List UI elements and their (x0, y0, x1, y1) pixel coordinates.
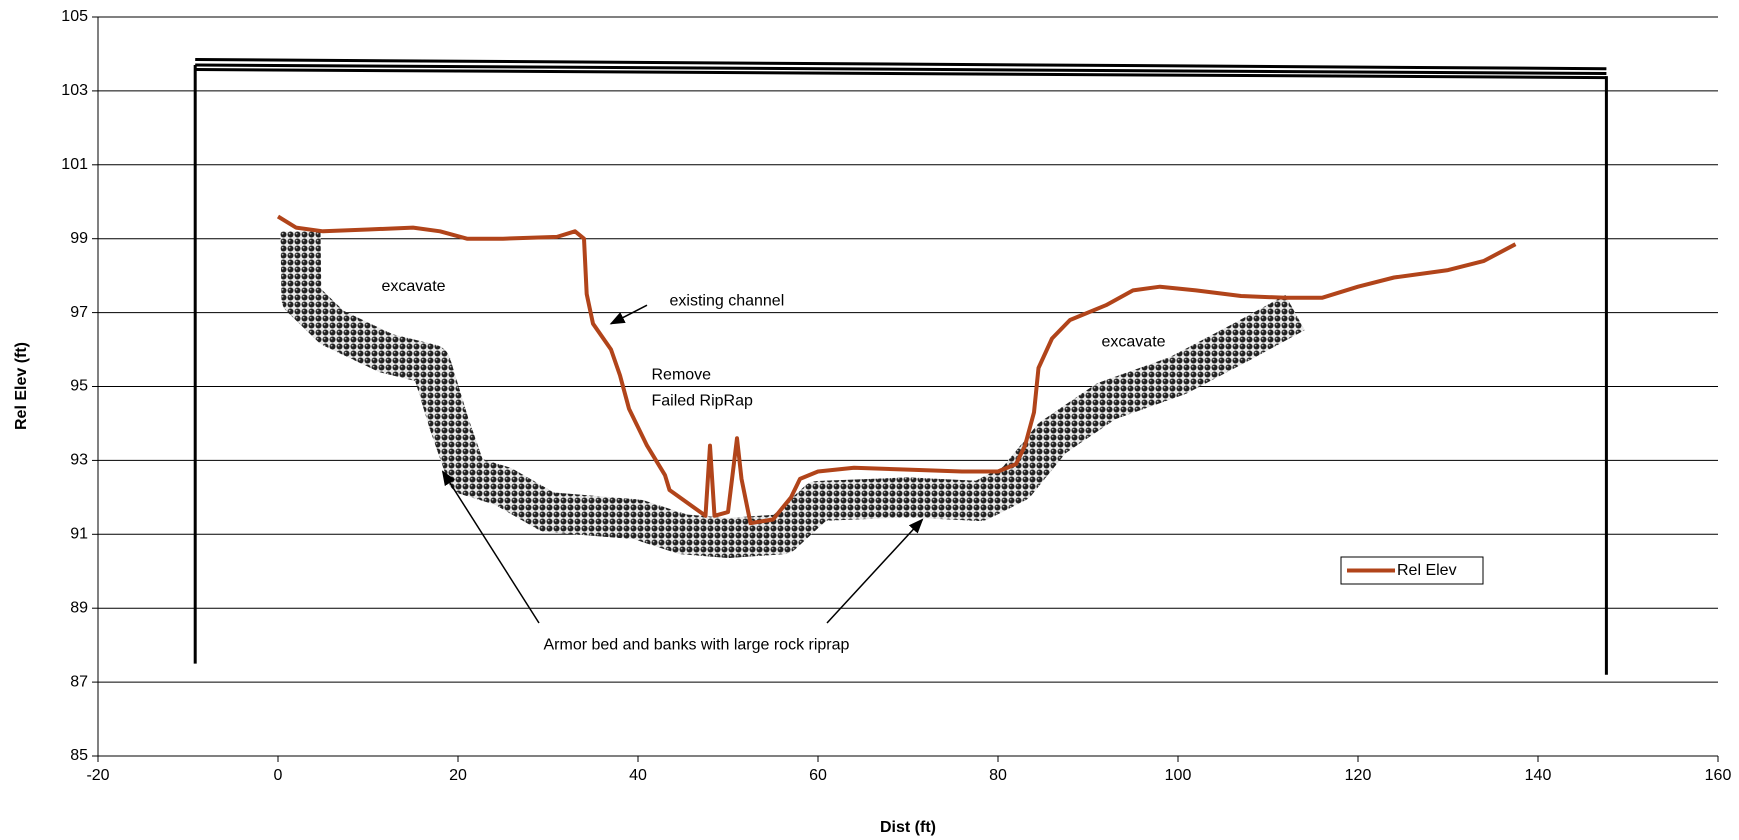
y-tick-label: 95 (70, 378, 88, 395)
x-tick-label: 120 (1345, 767, 1372, 784)
x-tick-label: 100 (1165, 767, 1192, 784)
x-tick-label: 60 (809, 767, 827, 784)
x-axis-title: Dist (ft) (880, 819, 936, 836)
annotation: Remove (652, 367, 712, 384)
x-tick-label: 80 (989, 767, 1007, 784)
y-tick-label: 91 (70, 526, 88, 543)
frame-line (195, 63, 1607, 75)
frame-line (195, 68, 1607, 80)
y-tick-label: 99 (70, 230, 88, 247)
annotation: Failed RipRap (652, 392, 753, 409)
x-tick-label: 140 (1525, 767, 1552, 784)
x-tick-label: 40 (629, 767, 647, 784)
arrow (441, 470, 540, 624)
legend-label: Rel Elev (1397, 562, 1457, 579)
arrow (609, 304, 648, 325)
data-line (276, 214, 1517, 526)
x-tick-label: 0 (274, 767, 283, 784)
y-tick-label: 85 (70, 747, 88, 764)
riprap-band (280, 231, 1305, 558)
annotation: excavate (382, 278, 446, 295)
y-tick-label: 105 (61, 8, 88, 25)
annotation: Armor bed and banks with large rock ripr… (544, 636, 850, 653)
x-tick-label: 160 (1705, 767, 1732, 784)
y-tick-label: 97 (70, 304, 88, 321)
arrow (826, 518, 924, 624)
x-tick-label: -20 (86, 767, 109, 784)
y-tick-label: 103 (61, 82, 88, 99)
frame-line (195, 58, 1607, 71)
x-tick-label: 20 (449, 767, 467, 784)
y-tick-label: 89 (70, 599, 88, 616)
annotation: excavate (1102, 333, 1166, 350)
y-tick-label: 93 (70, 452, 88, 469)
y-tick-label: 101 (61, 156, 88, 173)
annotation: existing channel (670, 293, 785, 310)
y-axis-title: Rel Elev (ft) (13, 342, 30, 430)
y-tick-label: 87 (70, 673, 88, 690)
